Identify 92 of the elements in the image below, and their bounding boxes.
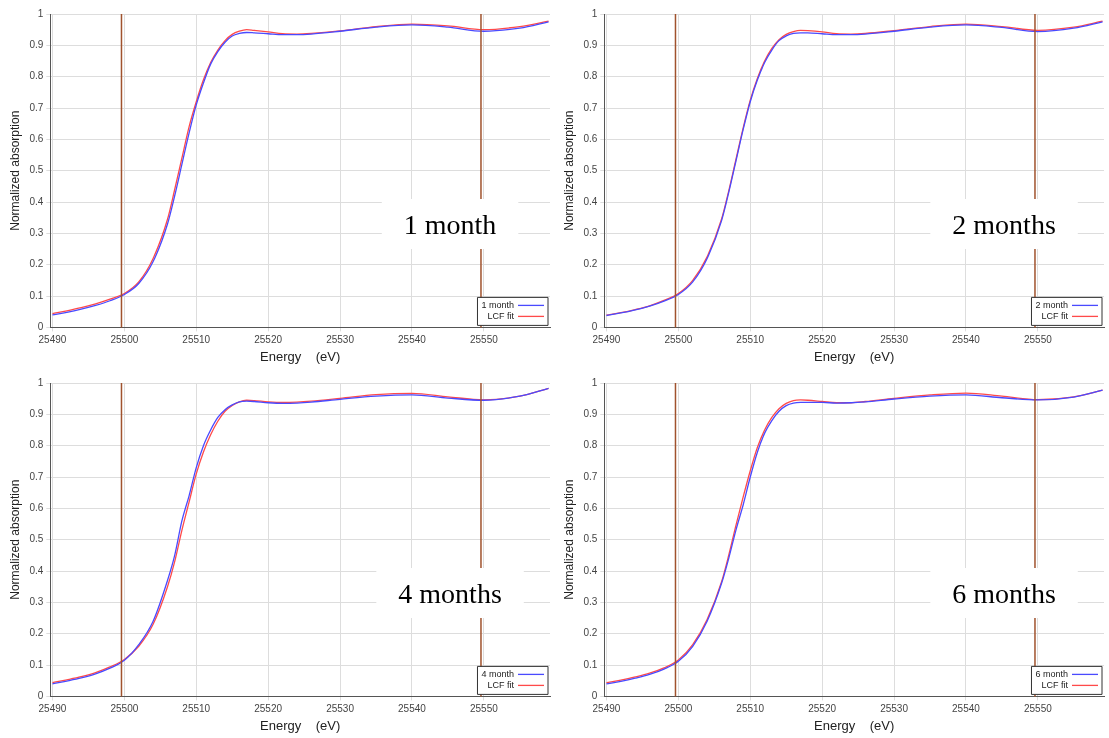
y-axis-title: Normalized absorption <box>561 479 576 600</box>
x-tick-label: 25520 <box>808 334 837 346</box>
x-tick-label: 25530 <box>880 703 909 715</box>
y-tick-label: 0.9 <box>29 39 44 51</box>
x-axis-title: Energy (eV) <box>814 717 895 733</box>
annotation: 2 months <box>952 209 1056 241</box>
x-tick-label: 25550 <box>469 334 499 346</box>
x-tick-label: 25510 <box>736 703 765 715</box>
x-tick-label: 25540 <box>952 703 981 715</box>
y-tick-label: 0.2 <box>29 627 44 639</box>
y-tick-label: 1 <box>37 7 44 19</box>
x-tick-label: 25500 <box>110 703 139 715</box>
legend-label: LCF fit <box>1041 679 1069 690</box>
y-tick-label: 0.3 <box>583 596 598 608</box>
x-tick-label: 25500 <box>110 334 139 346</box>
y-tick-label: 0.5 <box>583 533 598 545</box>
x-tick-label: 25540 <box>398 703 427 715</box>
x-tick-label: 25490 <box>38 334 67 346</box>
x-tick-label: 25510 <box>182 703 211 715</box>
x-tick-label: 25530 <box>326 703 355 715</box>
legend-label: 6 month <box>1035 668 1068 679</box>
y-tick-label: 0.2 <box>583 627 598 639</box>
y-tick-label: 0.1 <box>583 289 598 301</box>
y-tick-label: 0.9 <box>583 39 598 51</box>
y-tick-label: 0.1 <box>29 289 44 301</box>
y-tick-label: 0.5 <box>583 164 598 176</box>
y-tick-label: 0.3 <box>29 227 44 239</box>
y-tick-label: 1 <box>591 376 598 388</box>
y-tick-label: 0.7 <box>29 101 44 113</box>
annotation: 1 month <box>403 209 497 241</box>
x-tick-label: 25550 <box>1023 334 1053 346</box>
y-axis-title: Normalized absorption <box>7 110 22 231</box>
x-tick-label: 25520 <box>254 703 283 715</box>
x-tick-label: 25500 <box>664 334 693 346</box>
y-tick-label: 0.2 <box>583 258 598 270</box>
y-tick-label: 0.3 <box>29 596 44 608</box>
y-tick-label: 0.4 <box>583 195 598 207</box>
x-tick-label: 25520 <box>254 334 283 346</box>
y-tick-label: 0.3 <box>583 227 598 239</box>
x-tick-label: 25490 <box>592 334 621 346</box>
x-tick-label: 25510 <box>182 334 211 346</box>
y-tick-label: 0.5 <box>29 164 44 176</box>
legend-label: 1 month <box>481 299 514 310</box>
y-tick-label: 0.8 <box>29 70 44 82</box>
y-tick-label: 0 <box>37 321 44 333</box>
y-tick-label: 1 <box>591 7 598 19</box>
y-tick-label: 0.6 <box>29 133 44 145</box>
y-tick-label: 0.8 <box>583 439 598 451</box>
y-tick-label: 0.6 <box>29 502 44 514</box>
legend-label: LCF fit <box>1041 310 1069 321</box>
y-tick-label: 0.1 <box>583 658 598 670</box>
legend-label: LCF fit <box>487 679 515 690</box>
y-tick-label: 0 <box>591 690 598 702</box>
x-tick-label: 25500 <box>664 703 693 715</box>
x-tick-label: 25540 <box>952 334 981 346</box>
y-tick-label: 0.7 <box>29 470 44 482</box>
x-axis-title: Energy (eV) <box>814 348 895 364</box>
y-tick-label: 0 <box>591 321 598 333</box>
x-axis-title: Energy (eV) <box>260 717 341 733</box>
y-tick-label: 0.8 <box>29 439 44 451</box>
legend-label: LCF fit <box>487 310 515 321</box>
y-tick-label: 0.5 <box>29 533 44 545</box>
y-tick-label: 0.1 <box>29 658 44 670</box>
y-tick-label: 0.4 <box>29 564 44 576</box>
x-tick-label: 25550 <box>469 703 499 715</box>
y-tick-label: 0.7 <box>583 101 598 113</box>
x-tick-label: 25520 <box>808 703 837 715</box>
y-axis-title: Normalized absorption <box>7 479 22 600</box>
y-tick-label: 0.9 <box>29 408 44 420</box>
x-tick-label: 25510 <box>736 334 765 346</box>
annotation: 6 months <box>952 578 1056 610</box>
x-tick-label: 25540 <box>398 334 427 346</box>
y-tick-label: 0.8 <box>583 70 598 82</box>
y-tick-label: 0.2 <box>29 258 44 270</box>
x-axis-title: Energy (eV) <box>260 348 341 364</box>
x-tick-label: 25530 <box>880 334 909 346</box>
legend-label: 4 month <box>481 668 514 679</box>
annotation: 4 months <box>398 578 502 610</box>
y-tick-label: 0 <box>37 690 44 702</box>
y-tick-label: 0.6 <box>583 133 598 145</box>
x-tick-label: 25490 <box>592 703 621 715</box>
y-tick-label: 0.7 <box>583 470 598 482</box>
legend-label: 2 month <box>1035 299 1068 310</box>
y-tick-label: 1 <box>37 376 44 388</box>
x-tick-label: 25490 <box>38 703 67 715</box>
y-tick-label: 0.4 <box>29 195 44 207</box>
x-tick-label: 25550 <box>1023 703 1053 715</box>
y-tick-label: 0.6 <box>583 502 598 514</box>
y-tick-label: 0.9 <box>583 408 598 420</box>
x-tick-label: 25530 <box>326 334 355 346</box>
y-axis-title: Normalized absorption <box>561 110 576 231</box>
y-tick-label: 0.4 <box>583 564 598 576</box>
